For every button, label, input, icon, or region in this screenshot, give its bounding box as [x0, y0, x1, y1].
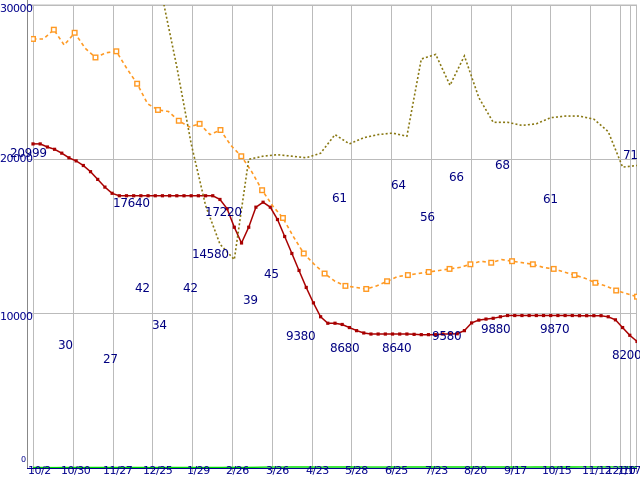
point-label-green-56-9: 56 — [420, 210, 435, 224]
point-label-red-14580-3: 14580 — [192, 247, 229, 261]
x-tick-9-17: 9/17 — [504, 464, 527, 477]
point-label-green-39-5: 39 — [243, 293, 258, 307]
series-orange-dashed-series — [31, 26, 637, 300]
point-label-red-8640-6: 8640 — [382, 341, 412, 355]
x-tick-10-2: 10/2 — [28, 464, 51, 477]
x-tick-5-28: 5/28 — [345, 464, 368, 477]
x-tick-4-23: 4/23 — [306, 464, 329, 477]
series-olive-dotted-series — [163, 5, 637, 262]
axis-lines — [27, 0, 637, 469]
x-tick-10-30: 10/30 — [61, 464, 91, 477]
x-tick-10-15: 10/15 — [542, 464, 572, 477]
point-label-red-17220-2: 17220 — [205, 205, 242, 219]
point-label-green-66-10: 66 — [449, 170, 464, 184]
point-label-red-9870-9: 9870 — [540, 322, 570, 336]
x-tick-6-25: 6/25 — [385, 464, 408, 477]
point-label-red-9380-4: 9380 — [286, 329, 316, 343]
y-tick-zero: 0 — [21, 455, 27, 464]
x-tick-2-26: 2/26 — [226, 464, 249, 477]
y-tick-10000: 10000 — [0, 310, 33, 323]
point-label-green-64-8: 64 — [391, 178, 406, 192]
grid-lines — [27, 4, 637, 472]
point-label-red-9580-7: 9580 — [432, 329, 462, 343]
point-label-red-20999-0: 20999 — [10, 146, 47, 160]
x-tick-12-25: 12/25 — [143, 464, 173, 477]
x-tick-12-10: 12/10 — [606, 464, 636, 477]
point-label-green-71-13: 71 — [623, 148, 638, 162]
point-label-green-34-2: 34 — [152, 318, 167, 332]
x-tick-1-17: 1/17 — [618, 464, 640, 477]
point-label-red-8680-5: 8680 — [330, 341, 360, 355]
point-label-red-8200-10: 8200 — [612, 348, 640, 362]
y-tick-20000: 20000 — [0, 152, 33, 165]
y-tick-30000: 30000 — [0, 2, 33, 15]
point-label-green-30-0: 30 — [58, 338, 73, 352]
x-tick-8-20: 8/20 — [464, 464, 487, 477]
point-label-red-9880-8: 9880 — [481, 322, 511, 336]
point-label-green-61-7: 61 — [332, 191, 347, 205]
series-green-count-series — [33, 466, 637, 468]
x-tick-7-23: 7/23 — [425, 464, 448, 477]
point-label-green-42-3: 42 — [135, 281, 150, 295]
point-label-red-17640-1: 17640 — [113, 196, 150, 210]
x-tick-1-29: 1/29 — [187, 464, 210, 477]
x-tick-11-12: 11/12 — [582, 464, 612, 477]
data-series-layer — [31, 5, 637, 468]
point-label-green-45-6: 45 — [264, 267, 279, 281]
x-tick-11-27: 11/27 — [103, 464, 133, 477]
series-red-price-series — [31, 142, 637, 344]
x-tick-3-26: 3/26 — [266, 464, 289, 477]
point-label-green-68-11: 68 — [495, 158, 510, 172]
point-label-green-61-12: 61 — [543, 192, 558, 206]
point-label-green-42-4: 42 — [183, 281, 198, 295]
point-label-green-27-1: 27 — [103, 352, 118, 366]
